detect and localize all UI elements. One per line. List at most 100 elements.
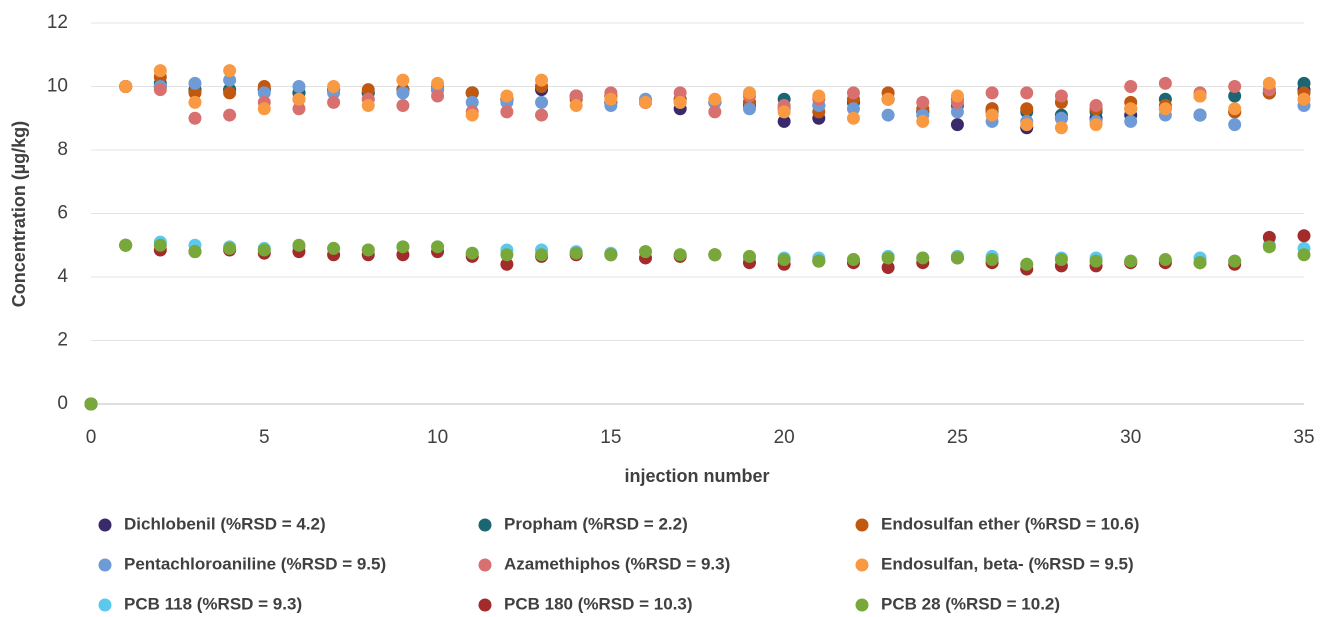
data-point	[708, 105, 722, 119]
legend-label: Dichlobenil (%RSD = 4.2)	[124, 514, 326, 533]
x-tick-label: 5	[259, 427, 270, 448]
data-point	[639, 245, 653, 259]
data-point	[465, 95, 479, 109]
data-point	[1228, 118, 1242, 132]
data-point	[777, 114, 791, 128]
x-tick-label: 15	[600, 427, 621, 448]
data-point	[396, 240, 410, 254]
data-point	[916, 95, 930, 109]
data-point	[223, 64, 237, 78]
y-tick-label: 8	[57, 139, 68, 160]
data-point	[188, 111, 202, 125]
data-point	[465, 246, 479, 260]
data-point	[742, 86, 756, 100]
data-point	[153, 83, 167, 97]
data-point	[465, 108, 479, 122]
legend-marker	[855, 558, 869, 572]
data-point	[500, 248, 514, 262]
legend-label: PCB 28 (%RSD = 10.2)	[881, 594, 1060, 613]
legend-marker	[478, 598, 492, 612]
data-point	[223, 86, 237, 100]
data-point	[1193, 256, 1207, 270]
data-point	[812, 89, 826, 103]
y-tick-label: 12	[47, 12, 68, 33]
x-axis-title: injection number	[624, 466, 769, 486]
data-point	[327, 80, 341, 93]
data-point	[500, 105, 514, 119]
data-point	[950, 251, 964, 265]
data-point	[673, 248, 687, 262]
data-point	[742, 102, 756, 116]
data-point	[292, 80, 306, 93]
data-point	[881, 92, 895, 106]
data-point	[1228, 102, 1242, 116]
x-tick-label: 10	[427, 427, 448, 448]
data-point	[465, 86, 479, 100]
x-tick-label: 20	[774, 427, 795, 448]
legend-marker	[478, 558, 492, 572]
data-point	[1228, 89, 1242, 103]
data-point	[500, 89, 514, 103]
legend-marker	[98, 558, 112, 572]
data-point	[431, 76, 445, 90]
data-point	[742, 249, 756, 263]
data-point	[535, 248, 549, 262]
y-tick-label: 4	[57, 266, 68, 287]
data-point	[1124, 102, 1138, 116]
data-point	[361, 99, 375, 113]
data-point	[1297, 229, 1311, 243]
data-point	[1297, 248, 1311, 262]
y-axis-title: Concentration (µg/kg)	[9, 121, 29, 307]
legend-marker	[98, 598, 112, 612]
data-point	[327, 95, 341, 109]
data-point	[916, 114, 930, 128]
legend-label: Endosulfan ether (%RSD = 10.6)	[881, 514, 1139, 533]
data-point	[84, 397, 98, 411]
data-point	[327, 241, 341, 255]
data-point	[1020, 86, 1034, 100]
data-point	[188, 245, 202, 259]
legend-marker	[855, 598, 869, 612]
data-point	[431, 240, 445, 254]
data-point	[846, 111, 860, 125]
y-tick-label: 2	[57, 330, 68, 351]
data-point	[257, 102, 271, 116]
data-point	[1228, 80, 1242, 93]
data-point	[431, 89, 445, 103]
x-tick-label: 25	[947, 427, 968, 448]
data-point	[1228, 254, 1242, 268]
data-point	[223, 241, 237, 255]
data-point	[292, 92, 306, 106]
data-point	[1262, 230, 1276, 244]
data-point	[673, 86, 687, 100]
data-point	[708, 248, 722, 262]
data-point	[1158, 102, 1172, 116]
data-point	[639, 95, 653, 109]
data-point	[846, 253, 860, 267]
legend-label: Propham (%RSD = 2.2)	[504, 514, 688, 533]
legend-label: PCB 118 (%RSD = 9.3)	[124, 594, 302, 613]
data-point	[535, 108, 549, 122]
data-point	[950, 89, 964, 103]
data-point	[1124, 80, 1138, 93]
data-point	[1158, 253, 1172, 267]
data-point	[985, 253, 999, 267]
y-tick-label: 0	[57, 393, 68, 414]
data-point	[950, 118, 964, 132]
data-point	[846, 102, 860, 116]
data-point	[1193, 108, 1207, 122]
data-point	[950, 105, 964, 119]
legend-label: Azamethiphos (%RSD = 9.3)	[504, 554, 730, 573]
data-point	[1054, 111, 1068, 125]
data-point	[1262, 76, 1276, 90]
legend-marker	[478, 518, 492, 532]
data-point	[1020, 257, 1034, 271]
data-point	[569, 99, 583, 113]
data-point	[1089, 254, 1103, 268]
data-point	[361, 243, 375, 257]
data-point	[985, 86, 999, 100]
data-point	[812, 254, 826, 268]
data-point	[1262, 240, 1276, 254]
data-point	[985, 108, 999, 122]
